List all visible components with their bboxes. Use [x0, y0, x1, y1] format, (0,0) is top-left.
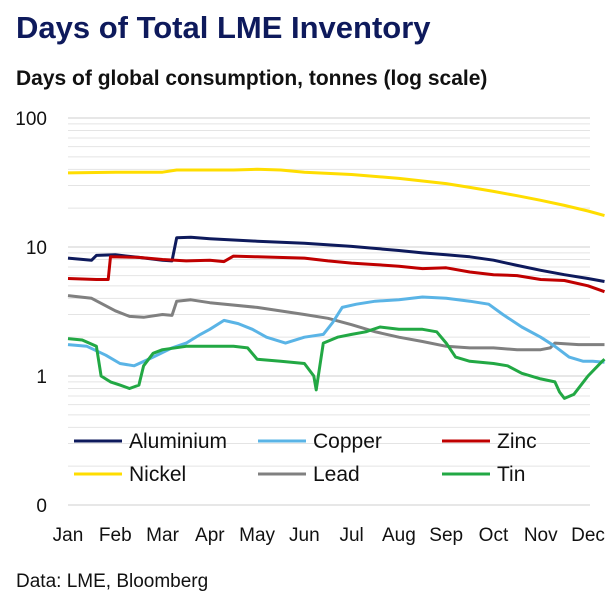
- x-tick-label: May: [239, 525, 275, 546]
- x-tick-label: Apr: [195, 525, 225, 546]
- chart-title: Days of Total LME Inventory: [16, 10, 431, 45]
- legend-label: Aluminium: [129, 430, 227, 453]
- x-tick-label: Aug: [382, 525, 416, 546]
- legend-label: Copper: [313, 430, 382, 453]
- y-tick-label: 0: [36, 496, 47, 517]
- series-line-nickel: [67, 167, 605, 218]
- series-line-copper: [67, 295, 605, 368]
- series-line-zinc: [67, 254, 606, 294]
- y-tick-label: 1: [36, 367, 47, 388]
- x-tick-label: Sep: [429, 525, 463, 546]
- x-tick-label: Mar: [146, 525, 179, 546]
- x-axis-labels: Jan Feb Mar Apr May Jun Jul Aug Sep Oct Nov Dec: [53, 525, 605, 546]
- x-tick-label: Oct: [479, 525, 509, 546]
- x-tick-label: Jun: [289, 525, 320, 546]
- chart-subtitle: Days of global consumption, tonnes (log …: [16, 67, 488, 90]
- x-tick-label: Dec: [571, 525, 605, 546]
- y-tick-label: 10: [26, 238, 47, 259]
- series-line-lead: [67, 294, 605, 352]
- legend-label: Tin: [497, 463, 525, 486]
- x-tick-label: Jan: [53, 525, 84, 546]
- legend-label: Zinc: [497, 430, 537, 453]
- legend: Aluminium Copper Zinc Nickel Lead Tin: [74, 430, 537, 486]
- grid-lines: [68, 117, 590, 506]
- source-note: Data: LME, Bloomberg: [16, 571, 209, 592]
- x-tick-label: Jul: [339, 525, 363, 546]
- y-tick-label: 100: [15, 109, 47, 130]
- x-tick-label: Nov: [524, 525, 558, 546]
- x-tick-label: Feb: [99, 525, 132, 546]
- series-line-tin: [67, 325, 606, 400]
- series-lines: [67, 167, 606, 400]
- legend-label: Lead: [313, 463, 360, 486]
- legend-label: Nickel: [129, 463, 186, 486]
